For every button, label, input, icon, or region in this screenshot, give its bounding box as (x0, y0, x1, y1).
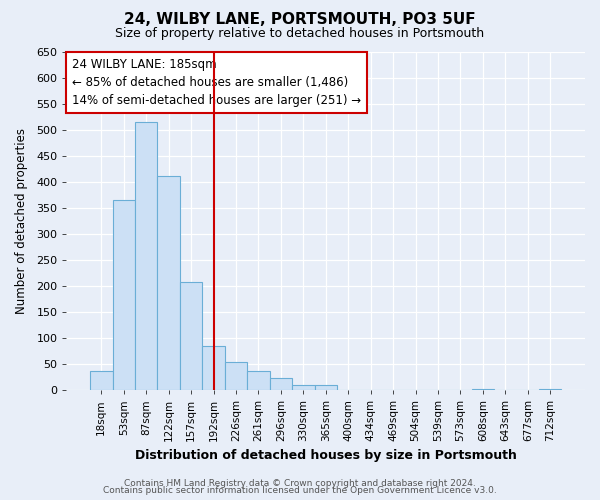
Bar (314, 385, 337, 390)
Bar (135, 122, 157, 390)
Bar (157, 176, 180, 390)
Bar (202, 346, 225, 390)
Bar (292, 385, 314, 390)
Text: Contains public sector information licensed under the Open Government Licence v3: Contains public sector information licen… (103, 486, 497, 495)
Y-axis label: Number of detached properties: Number of detached properties (15, 128, 28, 314)
Bar (90, 370, 113, 390)
Bar (180, 282, 202, 390)
Text: Size of property relative to detached houses in Portsmouth: Size of property relative to detached ho… (115, 28, 485, 40)
Bar (113, 200, 135, 390)
X-axis label: Distribution of detached houses by size in Portsmouth: Distribution of detached houses by size … (135, 450, 517, 462)
Bar (225, 362, 247, 390)
Bar (472, 389, 494, 390)
Bar (247, 370, 269, 390)
Text: Contains HM Land Registry data © Crown copyright and database right 2024.: Contains HM Land Registry data © Crown c… (124, 478, 476, 488)
Text: 24, WILBY LANE, PORTSMOUTH, PO3 5UF: 24, WILBY LANE, PORTSMOUTH, PO3 5UF (124, 12, 476, 28)
Text: 24 WILBY LANE: 185sqm
← 85% of detached houses are smaller (1,486)
14% of semi-d: 24 WILBY LANE: 185sqm ← 85% of detached … (71, 58, 361, 108)
Bar (539, 389, 562, 390)
Bar (269, 378, 292, 390)
